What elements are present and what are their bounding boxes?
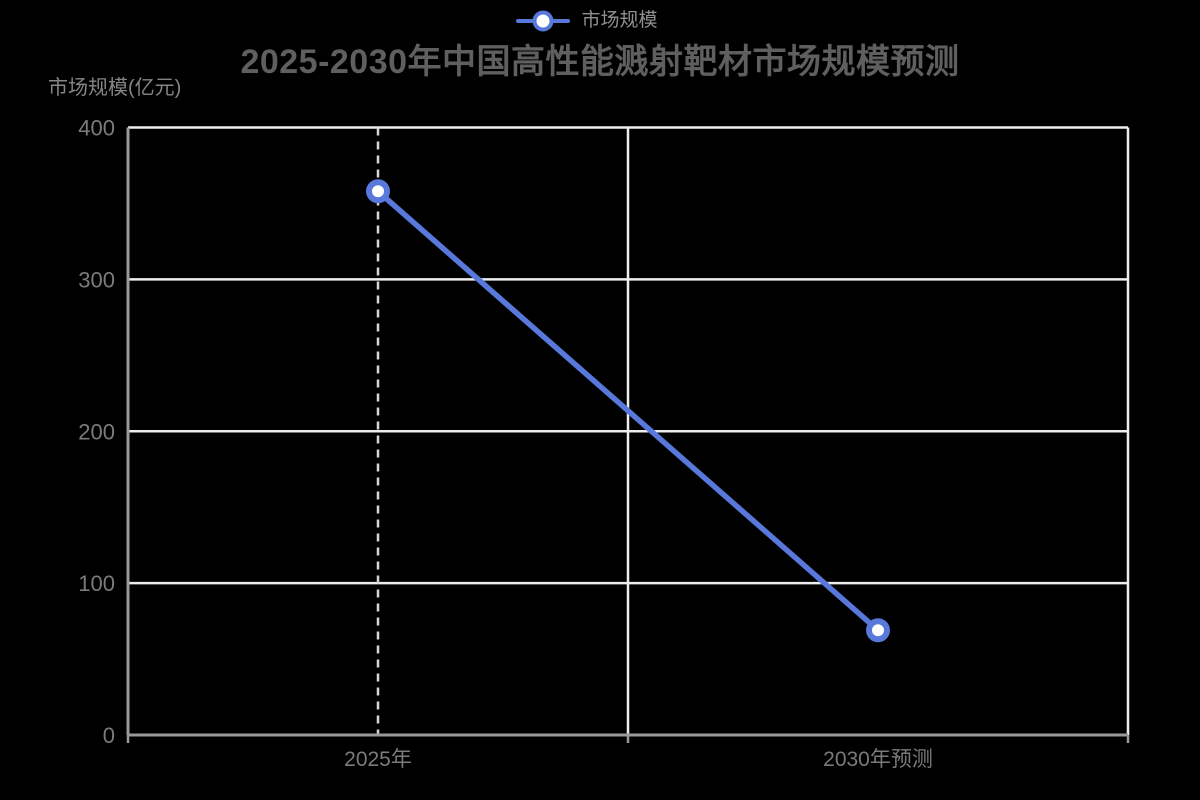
x-tick-label: 2030年预测 [823,748,933,771]
y-tick-label: 300 [78,267,115,292]
series-line [375,188,881,633]
series-line-path [375,188,881,633]
data-point[interactable] [366,179,390,204]
chart-title: 2025-2030年中国高性能溅射靶材市场规模预测 [240,43,960,81]
legend-circle-icon [532,10,554,32]
y-tick-label: 100 [78,571,115,596]
gridlines [128,126,1130,735]
y-tick-label: 200 [78,419,115,444]
legend-item-market-size[interactable]: 市场规模 [516,10,658,32]
y-tick-label: 400 [78,116,115,141]
data-points [366,179,890,643]
y-axis-name: 市场规模(亿元) [48,77,182,99]
x-tick-label: 2025年 [344,748,412,771]
data-point[interactable] [866,618,890,643]
legend-label: 市场规模 [581,10,658,31]
y-tick-label: 0 [103,723,115,748]
axes [126,127,1130,743]
legend: 市场规模 [0,10,1200,32]
line-series-marker-icon [516,10,571,32]
axis-tick-labels: 0 100 200 300 400 2025年 2030年预测 [78,116,933,772]
